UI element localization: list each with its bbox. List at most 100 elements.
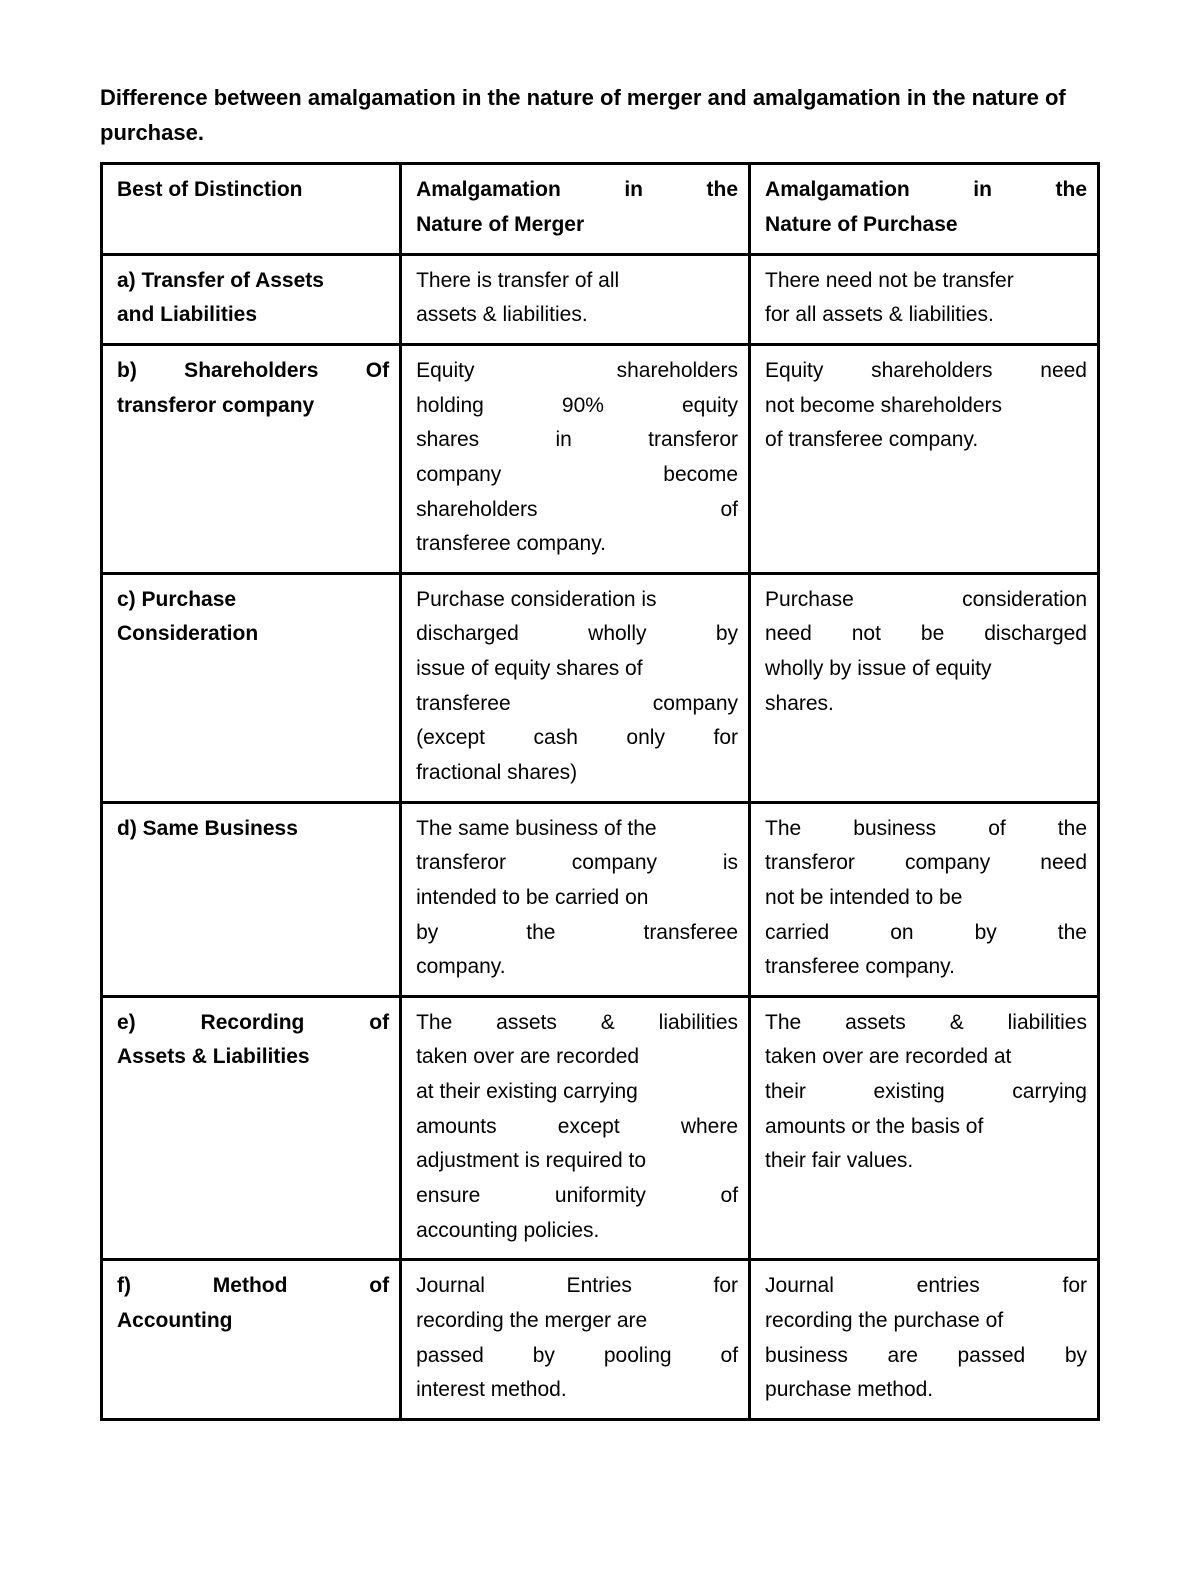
header-col1: Best of Distinction <box>102 164 401 254</box>
cell-line: recording the merger are <box>416 1304 738 1339</box>
table-row: d) Same Business The same business of th… <box>102 802 1099 996</box>
row-c-col3: Purchase consideration need not be disch… <box>750 573 1099 802</box>
table-row: e) Recording of Assets & Liabilities The… <box>102 996 1099 1259</box>
cell-line: taken over are recorded at <box>765 1040 1087 1075</box>
header-col2-line1: Amalgamation in the <box>416 173 738 208</box>
cell-line: Purchase consideration <box>765 583 1087 618</box>
cell-line: c) Purchase <box>117 583 389 618</box>
row-e-col3: The assets & liabilities taken over are … <box>750 996 1099 1259</box>
cell-line: intended to be carried on <box>416 881 738 916</box>
cell-line: wholly by issue of equity <box>765 652 1087 687</box>
row-e-col2: The assets & liabilities taken over are … <box>401 996 750 1259</box>
cell-line: carried on by the <box>765 916 1087 951</box>
cell-line: Consideration <box>117 617 389 652</box>
row-d-col3: The business of the transferor company n… <box>750 802 1099 996</box>
header-col3-line2: Nature of Purchase <box>765 208 1087 243</box>
cell-line: The business of the <box>765 812 1087 847</box>
cell-line: shares in transferor <box>416 423 738 458</box>
cell-line: Assets & Liabilities <box>117 1040 389 1075</box>
cell-line: e) Recording of <box>117 1006 389 1041</box>
cell-line: transferee company <box>416 687 738 722</box>
table-row: b) Shareholders Of transferor company Eq… <box>102 344 1099 573</box>
cell-line: Accounting <box>117 1304 389 1339</box>
cell-line: transferee company. <box>416 527 738 562</box>
table-row: a) Transfer of Assets and Liabilities Th… <box>102 254 1099 344</box>
cell-line: and Liabilities <box>117 298 389 333</box>
cell-line: holding 90% equity <box>416 389 738 424</box>
table-header-row: Best of Distinction Amalgamation in the … <box>102 164 1099 254</box>
row-b-col1: b) Shareholders Of transferor company <box>102 344 401 573</box>
row-a-col2: There is transfer of all assets & liabil… <box>401 254 750 344</box>
cell-line: shares. <box>765 687 1087 722</box>
cell-line: Journal entries for <box>765 1269 1087 1304</box>
cell-line: discharged wholly by <box>416 617 738 652</box>
cell-line: transferor company is <box>416 846 738 881</box>
header-col2: Amalgamation in the Nature of Merger <box>401 164 750 254</box>
cell-line: f) Method of <box>117 1269 389 1304</box>
cell-line: adjustment is required to <box>416 1144 738 1179</box>
cell-line: fractional shares) <box>416 756 738 791</box>
comparison-table: Best of Distinction Amalgamation in the … <box>100 162 1100 1421</box>
header-col1-text: Best of Distinction <box>117 178 303 201</box>
cell-line: recording the purchase of <box>765 1304 1087 1339</box>
cell-line: not become shareholders <box>765 389 1087 424</box>
cell-line: their existing carrying <box>765 1075 1087 1110</box>
cell-line: Purchase consideration is <box>416 583 738 618</box>
cell-line: interest method. <box>416 1373 738 1408</box>
cell-line: shareholders of <box>416 493 738 528</box>
header-col3: Amalgamation in the Nature of Purchase <box>750 164 1099 254</box>
cell-line: accounting policies. <box>416 1214 738 1249</box>
cell-line: passed by pooling of <box>416 1339 738 1374</box>
row-f-col2: Journal Entries for recording the merger… <box>401 1260 750 1420</box>
page-title: Difference between amalgamation in the n… <box>100 80 1100 150</box>
cell-line: not be intended to be <box>765 881 1087 916</box>
cell-line: The assets & liabilities <box>416 1006 738 1041</box>
cell-line: company. <box>416 950 738 985</box>
cell-line: b) Shareholders Of <box>117 354 389 389</box>
cell-line: company become <box>416 458 738 493</box>
header-col2-line2: Nature of Merger <box>416 208 738 243</box>
cell-line: amounts except where <box>416 1110 738 1145</box>
cell-line: (except cash only for <box>416 721 738 756</box>
cell-line: Journal Entries for <box>416 1269 738 1304</box>
row-b-col3: Equity shareholders need not become shar… <box>750 344 1099 573</box>
cell-line: d) Same Business <box>117 812 389 847</box>
cell-line: Equity shareholders need <box>765 354 1087 389</box>
cell-line: Equity shareholders <box>416 354 738 389</box>
cell-line: business are passed by <box>765 1339 1087 1374</box>
row-c-col2: Purchase consideration is discharged who… <box>401 573 750 802</box>
cell-line: their fair values. <box>765 1144 1087 1179</box>
table-row: f) Method of Accounting Journal Entries … <box>102 1260 1099 1420</box>
cell-line: taken over are recorded <box>416 1040 738 1075</box>
cell-line: There need not be transfer <box>765 264 1087 299</box>
cell-line: at their existing carrying <box>416 1075 738 1110</box>
table-row: c) Purchase Consideration Purchase consi… <box>102 573 1099 802</box>
cell-line: amounts or the basis of <box>765 1110 1087 1145</box>
header-col3-line1: Amalgamation in the <box>765 173 1087 208</box>
cell-line: assets & liabilities. <box>416 298 738 333</box>
row-d-col1: d) Same Business <box>102 802 401 996</box>
cell-line: transferor company <box>117 389 389 424</box>
cell-line: ensure uniformity of <box>416 1179 738 1214</box>
row-d-col2: The same business of the transferor comp… <box>401 802 750 996</box>
row-f-col3: Journal entries for recording the purcha… <box>750 1260 1099 1420</box>
row-c-col1: c) Purchase Consideration <box>102 573 401 802</box>
row-e-col1: e) Recording of Assets & Liabilities <box>102 996 401 1259</box>
cell-line: The same business of the <box>416 812 738 847</box>
cell-line: issue of equity shares of <box>416 652 738 687</box>
cell-line: The assets & liabilities <box>765 1006 1087 1041</box>
cell-line: transferee company. <box>765 950 1087 985</box>
document-page: Difference between amalgamation in the n… <box>0 0 1200 1421</box>
cell-line: by the transferee <box>416 916 738 951</box>
cell-line: a) Transfer of Assets <box>117 264 389 299</box>
row-f-col1: f) Method of Accounting <box>102 1260 401 1420</box>
cell-line: transferor company need <box>765 846 1087 881</box>
cell-line: for all assets & liabilities. <box>765 298 1087 333</box>
cell-line: of transferee company. <box>765 423 1087 458</box>
cell-line: purchase method. <box>765 1373 1087 1408</box>
row-a-col3: There need not be transfer for all asset… <box>750 254 1099 344</box>
row-b-col2: Equity shareholders holding 90% equity s… <box>401 344 750 573</box>
cell-line: There is transfer of all <box>416 264 738 299</box>
cell-line: need not be discharged <box>765 617 1087 652</box>
row-a-col1: a) Transfer of Assets and Liabilities <box>102 254 401 344</box>
